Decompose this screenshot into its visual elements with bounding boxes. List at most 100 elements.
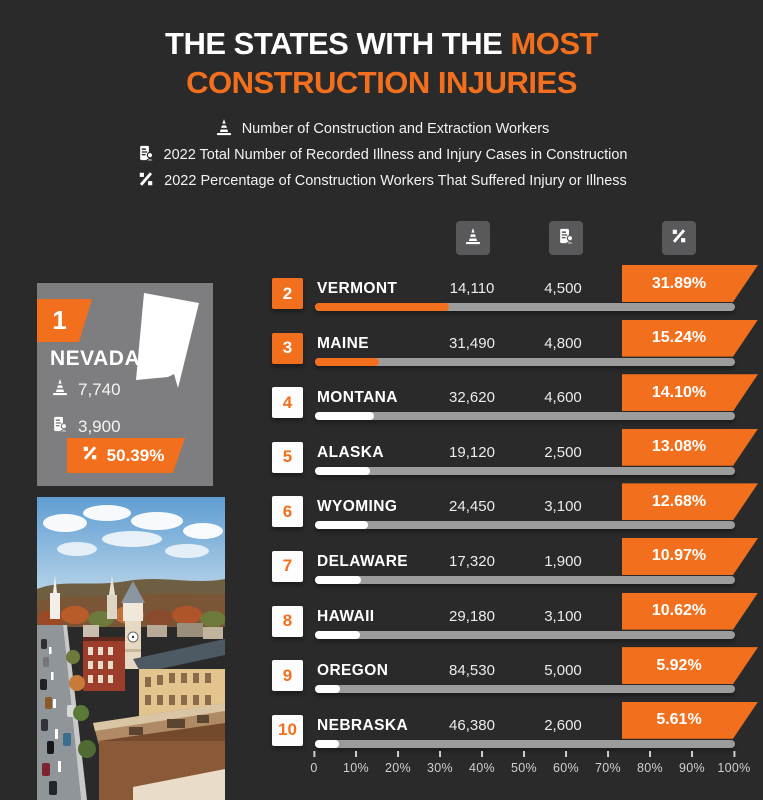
rank-badge: 7 [272,550,303,582]
bar-fill [315,303,449,311]
cases-stat: 3,900 [50,414,121,439]
state-name: MAINE [317,334,369,352]
cases-value: 1,900 [544,552,582,570]
nevada-state-map [136,293,199,388]
bar-fill [315,739,339,748]
progress-bar [315,630,735,639]
table-row: 3 MAINE 31,490 4,800 15.24% [270,318,763,373]
axis-tick: 20% [385,751,411,775]
state-name: WYOMING [317,498,398,516]
bar-fill [315,575,362,584]
state-name: NEBRASKA [317,716,409,734]
title-line1: THE STATES WITH THE MOST [165,26,598,61]
axis-tick: 80% [637,751,663,775]
workers-value: 84,530 [449,662,495,680]
axis-tick: 0 [310,751,317,775]
rank-badge: 1 [37,299,92,342]
table-row: 2 VERMONT 14,110 4,500 31.89% [270,263,763,318]
bar-fill [315,466,370,475]
column-header-cases-icon [549,221,583,255]
bar-fill [315,521,369,530]
workers-value: 29,180 [449,607,495,625]
rank-badge: 9 [272,660,303,692]
percent-icon [139,172,153,186]
progress-bar [315,357,735,366]
workers-value: 17,320 [449,552,495,570]
title-line2: CONSTRUCTION INJURIES [186,65,577,100]
bar-fill [315,685,340,694]
progress-bar [315,303,735,311]
cases-value: 5,000 [544,662,582,680]
table-row: 8 HAWAII 29,180 3,100 10.62% [270,591,763,646]
percent-axis: 0 10% 20% 30% 40% 50% 60% 70% 80% 90% 100% [270,751,763,791]
axis-tick: 40% [469,751,495,775]
axis-tick: 90% [679,751,705,775]
percent-badge: 14.10% [622,374,758,411]
progress-bar [315,521,735,530]
axis-tick: 30% [427,751,453,775]
percent-badge: 13.08% [622,429,758,466]
table-row: 10 NEBRASKA 46,380 2,600 5.61% [270,700,763,755]
workers-stat: 7,740 [50,377,121,402]
injury-report-icon [560,228,575,244]
rank-badge: 8 [272,605,303,637]
percent-badge: 12.68% [622,483,758,520]
legend-label: 2022 Percentage of Construction Workers … [164,173,627,189]
progress-bar [315,466,735,475]
percent-badge: 5.61% [622,702,758,739]
percent-icon [80,443,100,463]
progress-bar [315,685,735,694]
bar-fill [315,412,375,421]
ranking-table: 2 VERMONT 14,110 4,500 31.89% 3 MAINE 31… [270,263,763,754]
table-row: 9 OREGON 84,530 5,000 5.92% [270,645,763,700]
legend-item-cases: 2022 Total Number of Recorded Illness an… [0,142,763,168]
workers-value: 32,620 [449,389,495,407]
percent-badge: 15.24% [622,320,758,357]
legend-label: 2022 Total Number of Recorded Illness an… [163,147,628,163]
column-header-percent-icon [662,221,696,255]
cone-icon [465,227,481,244]
percent-badge: 10.97% [622,538,758,575]
progress-bar [315,412,735,421]
city-photo [37,497,225,800]
cases-value: 3,100 [544,498,582,516]
state-name: ALASKA [317,443,384,461]
progress-bar [315,739,735,748]
workers-value: 19,120 [449,443,495,461]
table-row: 7 DELAWARE 17,320 1,900 10.97% [270,536,763,591]
state-name: NEVADA [50,347,141,370]
cases-value: 3,100 [544,607,582,625]
page-title: THE STATES WITH THE MOST CONSTRUCTION IN… [0,24,763,102]
bar-fill [315,630,360,639]
state-name: OREGON [317,662,389,680]
cases-value: 2,600 [544,716,582,734]
state-name: HAWAII [317,607,375,625]
axis-tick: 70% [595,751,621,775]
legend-item-workers: Number of Construction and Extraction Wo… [0,116,763,142]
rank-badge: 6 [272,496,303,528]
rank-badge: 10 [272,714,303,746]
table-row: 4 MONTANA 32,620 4,600 14.10% [270,372,763,427]
rank-badge: 2 [272,278,303,309]
legend-label: Number of Construction and Extraction Wo… [241,121,550,137]
workers-value: 14,110 [449,280,495,297]
table-row: 5 ALASKA 19,120 2,500 13.08% [270,427,763,482]
bar-fill [315,357,379,366]
percent-badge: 10.62% [622,593,758,630]
workers-value: 24,450 [449,498,495,516]
percent-badge: 50.39% [67,438,185,473]
workers-value: 31,490 [449,334,495,352]
cases-value: 4,800 [544,334,582,352]
percent-icon [672,228,686,243]
injury-report-icon [139,145,154,162]
cases-value: 2,500 [544,443,582,461]
table-row: 6 WYOMING 24,450 3,100 12.68% [270,481,763,536]
rank-badge: 4 [272,387,303,419]
percent-badge: 5.92% [622,647,758,684]
column-header-workers-icon [456,221,490,255]
state-name: MONTANA [317,389,398,407]
legend-item-percent: 2022 Percentage of Construction Workers … [0,168,763,194]
workers-value: 46,380 [449,716,495,734]
percent-badge: 31.89% [622,265,758,302]
